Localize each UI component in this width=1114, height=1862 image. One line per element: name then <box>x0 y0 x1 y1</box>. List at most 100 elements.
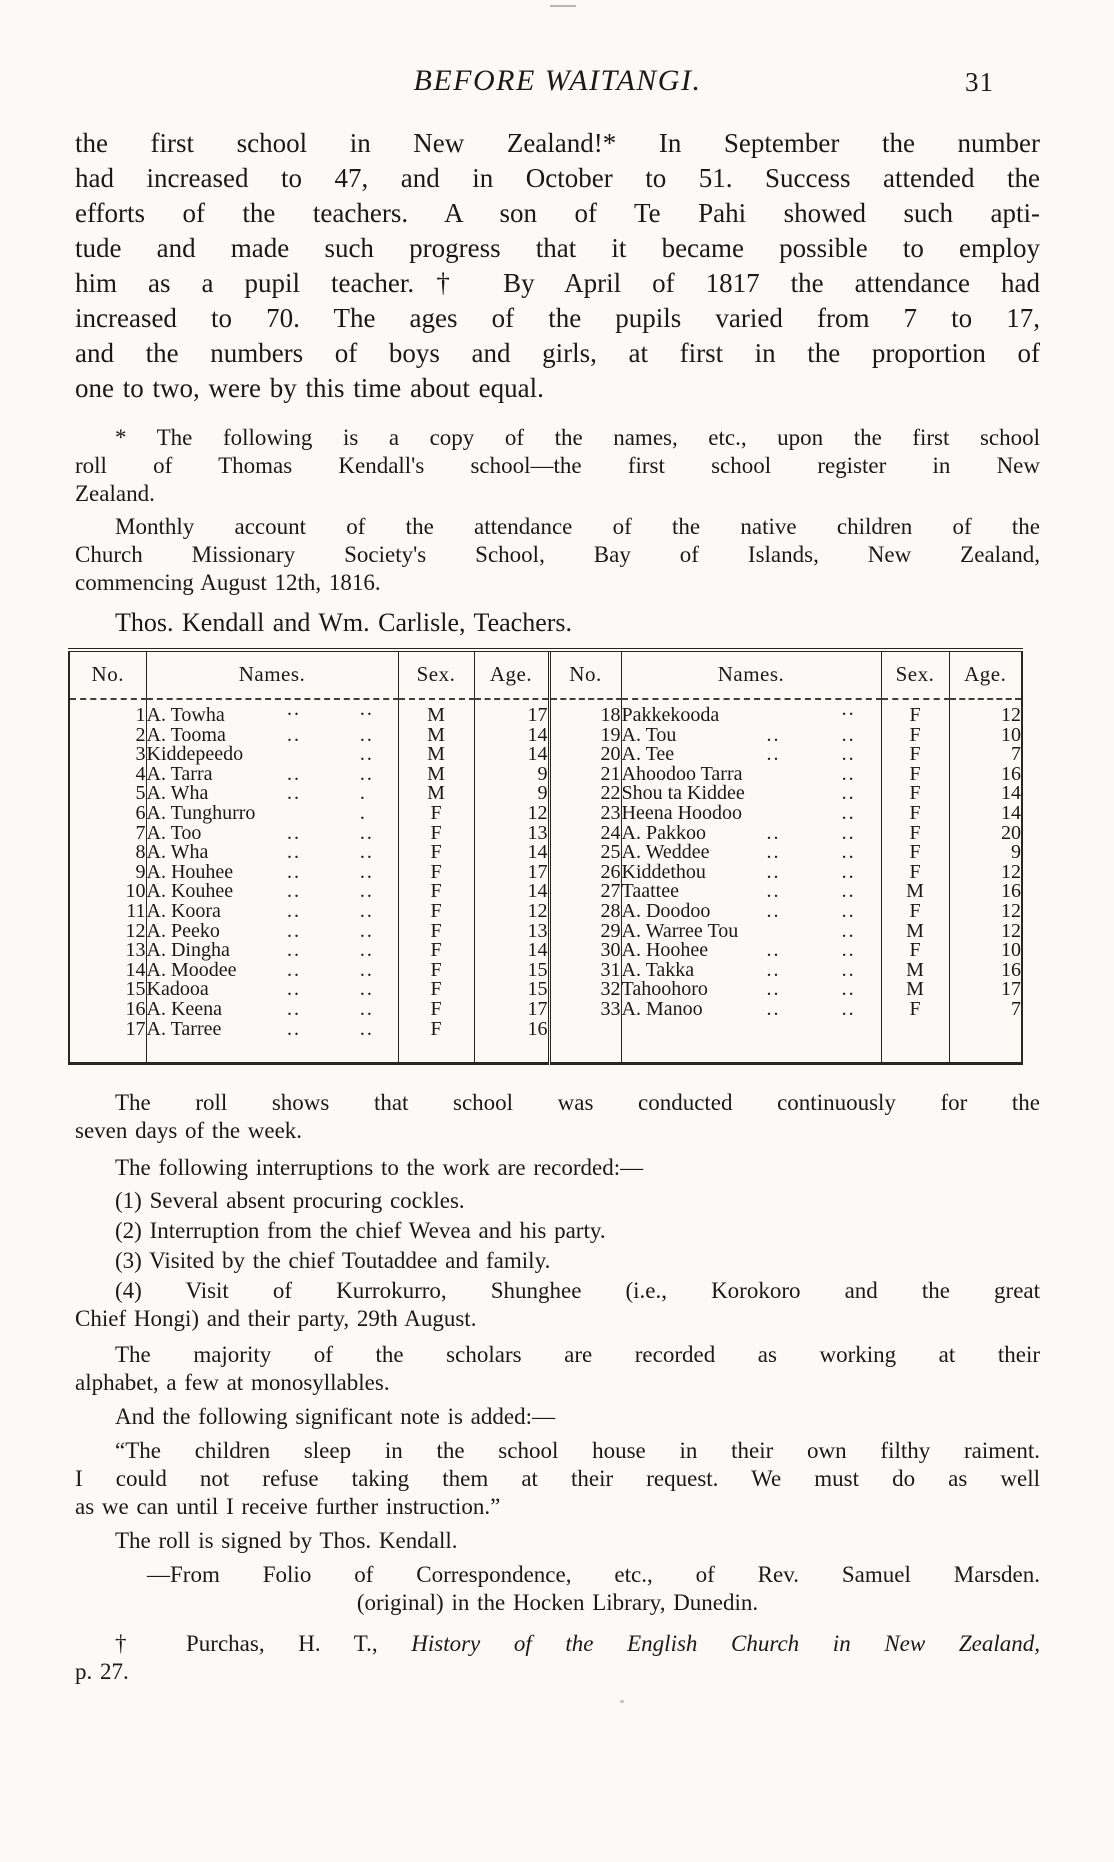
roll-no: 5 <box>135 784 146 804</box>
empty-cell <box>397 1039 474 1064</box>
table-row: 4 A. Tarra.... M 9 21 Ahoodoo Tarra.. F 16 <box>69 764 1022 785</box>
roll-sex: F <box>880 843 949 863</box>
roll-name <box>620 1019 881 1040</box>
text-line: “The children sleep in the school house … <box>115 1438 1040 1464</box>
text-line: alphabet, a few at monosyllables. <box>75 1370 390 1396</box>
roll-no: 23 <box>547 803 621 824</box>
paragraph-signed: The roll is signed by Thos. Kendall. <box>75 1527 1040 1555</box>
paragraph-interruptions-intro: The following interruptions to the work … <box>75 1154 1040 1182</box>
roll-age: 12 <box>948 699 1022 726</box>
dot-leader: .. <box>841 901 856 922</box>
pupil-name: A. Pakkoo <box>621 823 706 844</box>
pupil-name: A. Tee <box>621 745 675 765</box>
roll-sex: M <box>397 784 474 804</box>
roll-age: 14 <box>473 725 549 746</box>
roll-age: 16 <box>948 764 1022 785</box>
roll-sex: F <box>397 901 474 922</box>
pupil-name: Kiddethou <box>621 862 706 883</box>
dot-leader: .. <box>287 960 302 981</box>
roll-age: 9 <box>473 784 549 804</box>
roll-sex: F <box>880 745 949 765</box>
roll-name: A. Tooma.... <box>145 725 398 746</box>
table-row: 5 A. Wha... M 9 22 Shou ta Kiddee.. F 14 <box>69 784 1022 804</box>
roll-age <box>948 1019 1022 1040</box>
table-row: 17 A. Tarree.... F 16 <box>69 1019 1022 1040</box>
roll-sex: F <box>880 784 949 804</box>
roll-sex: F <box>397 999 474 1020</box>
running-head: BEFORE WAITANGI. 31 <box>75 64 1040 110</box>
roll-sex: M <box>880 882 949 902</box>
roll-no: 12 <box>125 921 146 942</box>
dot-leader: .. <box>287 921 302 942</box>
roll-sex: F <box>880 999 949 1020</box>
pupil-name: Kiddepeedo <box>146 745 244 765</box>
dot-leader: .. <box>766 823 781 844</box>
roll-no: 10 <box>125 882 146 902</box>
empty-cell <box>880 1039 949 1064</box>
roll-name: Heena Hoodoo.. <box>620 803 881 824</box>
page-title: BEFORE WAITANGI. <box>413 64 702 97</box>
dot-leader: .. <box>359 764 374 785</box>
roll-age: 14 <box>948 803 1022 824</box>
dot-leader: .. <box>359 843 374 863</box>
roll-sex: M <box>397 699 474 726</box>
footnote-dagger-line: † Purchas, H. T., History of the English… <box>75 1630 1040 1658</box>
text-line: tude and made such progress that it beca… <box>75 233 1040 263</box>
roll-age: 17 <box>948 980 1022 1000</box>
dot-leader: .. <box>841 999 856 1020</box>
roll-no: 17 <box>125 1019 146 1040</box>
dot-leader: .. <box>359 941 374 961</box>
roll-no: 19 <box>547 725 621 746</box>
roll-sex: M <box>397 764 474 785</box>
pupil-name: A. Kouhee <box>146 882 234 902</box>
pupil-name: A. Tooma <box>146 725 226 746</box>
text-line: the first school in New Zealand!* In Sep… <box>75 128 1040 158</box>
empty-cell <box>948 1039 1022 1064</box>
roll-table-body: 1 A. Towha.... M 17 18 Pakkekooda.. F 12 2 A. Too… <box>69 699 1022 1064</box>
attribution-line: —From Folio of Correspondence, etc., of … <box>147 1562 1040 1588</box>
text-line: efforts of the teachers. A son of Te Pah… <box>75 198 1040 228</box>
dot-leader: .. <box>766 980 781 1000</box>
pupil-name: A. Moodee <box>146 960 237 981</box>
paragraph-quote: “The children sleep in the school house … <box>75 1437 1040 1521</box>
dot-leader: .. <box>841 803 856 824</box>
table-row: 13 A. Dingha.... F 14 30 A. Hoohee.... F 10 <box>69 941 1022 961</box>
dot-leader: .. <box>766 862 781 883</box>
roll-name: Ahoodoo Tarra.. <box>620 764 881 785</box>
roll-name: Tahoohoro.... <box>620 980 881 1000</box>
roll-no: 16 <box>125 999 146 1020</box>
roll-name: A. Weddee.... <box>620 843 881 863</box>
roll-age: 12 <box>473 901 549 922</box>
table-row: 10 A. Kouhee.... F 14 27 Taattee.... M 16 <box>69 882 1022 902</box>
roll-name: A. Doodoo.... <box>620 901 881 922</box>
text-line: The majority of the scholars are recorde… <box>115 1342 1040 1368</box>
source-attribution: —From Folio of Correspondence, etc., of … <box>75 1561 1040 1617</box>
footnote-dagger-title: History of the English Church in New Zea… <box>411 1631 1040 1657</box>
roll-no: 25 <box>547 843 621 863</box>
dot-leader: .. <box>841 960 856 981</box>
pupil-name: A. Wha <box>146 784 209 804</box>
empty-cell <box>473 1039 549 1064</box>
roll-sex: F <box>880 803 949 824</box>
text-line: And the following significant note is ad… <box>115 1404 555 1430</box>
text-line: seven days of the week. <box>75 1118 303 1144</box>
roll-name: A. Tunghurro. <box>145 803 398 824</box>
text-line: Zealand. <box>75 481 155 506</box>
dot-leader: .. <box>766 843 781 863</box>
dot-leader: .. <box>287 941 302 961</box>
paragraph-roll-shows: The roll shows that school was conducted… <box>75 1089 1040 1145</box>
dot-leader: .. <box>287 725 302 746</box>
dot-leader: .. <box>841 745 856 765</box>
roll-no: 31 <box>547 960 621 981</box>
roll-sex: F <box>397 803 474 824</box>
pupil-name: A. Houhee <box>146 862 234 883</box>
table-filler-row <box>69 1039 1022 1064</box>
pupil-name: Shou ta Kiddee <box>621 784 745 804</box>
footnote-dagger: † Purchas, H. T., History of the English… <box>75 1630 1040 1686</box>
roll-name: A. Houhee.... <box>145 862 398 883</box>
text-line: Chief Hongi) and their party, 29th Augus… <box>75 1306 477 1332</box>
pupil-name: Tahoohoro <box>621 980 708 1000</box>
col-header-no: No. <box>69 650 146 700</box>
roll-no: 18 <box>547 699 621 726</box>
scan-artifact-dot <box>620 1700 624 1703</box>
